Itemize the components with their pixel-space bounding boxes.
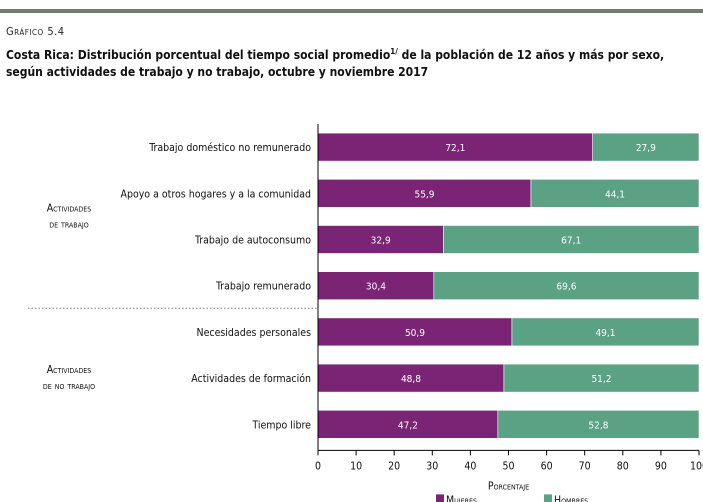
data-label-hombres: 27,9: [636, 143, 656, 154]
category-label: Trabajo de autoconsumo: [194, 235, 311, 247]
legend-label-hombres: Hombres: [554, 494, 588, 502]
chart-title-main: Costa Rica: Distribución porcentual del …: [6, 48, 391, 62]
bar-mujeres: [317, 409, 499, 439]
x-axis-title: Porcentaje: [488, 480, 529, 492]
category-label: Actividades de formación: [191, 373, 311, 385]
bar-hombres: [443, 225, 700, 254]
x-tick-label: 70: [579, 460, 591, 472]
x-tick-label: 40: [464, 460, 476, 472]
data-label-mujeres: 32,9: [371, 236, 391, 247]
data-label-mujeres: 30,4: [366, 282, 386, 293]
bar-hombres: [433, 271, 700, 301]
bar-mujeres: [317, 179, 532, 208]
data-label-mujeres: 47,2: [398, 420, 418, 431]
bar-mujeres: [317, 317, 513, 347]
legend-label-mujeres: Mujeres: [446, 494, 477, 502]
legend-swatch-mujeres: [436, 494, 444, 502]
data-label-hombres: 49,1: [595, 328, 615, 339]
category-label: Necesidades personales: [197, 327, 312, 339]
x-tick-label: 100: [690, 460, 703, 472]
data-label-mujeres: 48,8: [401, 374, 421, 385]
data-label-hombres: 44,1: [605, 189, 625, 200]
x-tick-label: 80: [617, 460, 629, 472]
category-label: Trabajo doméstico no remunerado: [148, 142, 311, 154]
category-label: Tiempo libre: [251, 419, 311, 431]
data-label-hombres: 51,2: [591, 374, 611, 385]
bar-hombres: [511, 317, 700, 347]
x-tick-label: 20: [388, 460, 400, 472]
bar-hombres: [592, 132, 700, 162]
group-label-line1: Actividades: [47, 202, 92, 214]
bar-mujeres: [317, 225, 444, 254]
x-tick-label: 90: [655, 460, 667, 472]
chart-title-footnote-ref: 1/: [390, 47, 398, 56]
x-tick-label: 50: [502, 460, 514, 472]
bar-hombres: [530, 179, 700, 208]
data-label-hombres: 52,8: [588, 420, 608, 431]
data-label-mujeres: 55,9: [414, 189, 434, 200]
x-tick-label: 10: [350, 460, 362, 472]
group-label-line2: de trabajo: [49, 218, 89, 230]
category-label: Trabajo remunerado: [215, 281, 311, 293]
top-accent-bar: [0, 9, 703, 13]
chart-title-rest: de la población de 12 años y más por sex…: [6, 48, 665, 79]
data-label-hombres: 67,1: [561, 236, 581, 247]
chart-title: Costa Rica: Distribución porcentual del …: [6, 47, 696, 81]
bar-mujeres: [317, 132, 594, 162]
data-label-mujeres: 50,9: [405, 328, 425, 339]
x-tick-label: 60: [541, 460, 553, 472]
x-tick-label: 0: [315, 460, 321, 472]
group-label-line1: Actividades: [47, 364, 92, 376]
bar-hombres: [503, 363, 700, 393]
figure-label: Gráfico 5.4: [6, 25, 65, 38]
legend-swatch-hombres: [544, 494, 552, 502]
bar-hombres: [497, 409, 700, 439]
category-label: Apoyo a otros hogares y a la comunidad: [120, 188, 311, 200]
data-label-mujeres: 72,1: [445, 143, 465, 154]
bar-mujeres: [317, 363, 505, 393]
data-label-hombres: 69,6: [556, 282, 576, 293]
x-tick-label: 30: [426, 460, 438, 472]
group-label-line2: de no trabajo: [43, 380, 95, 392]
